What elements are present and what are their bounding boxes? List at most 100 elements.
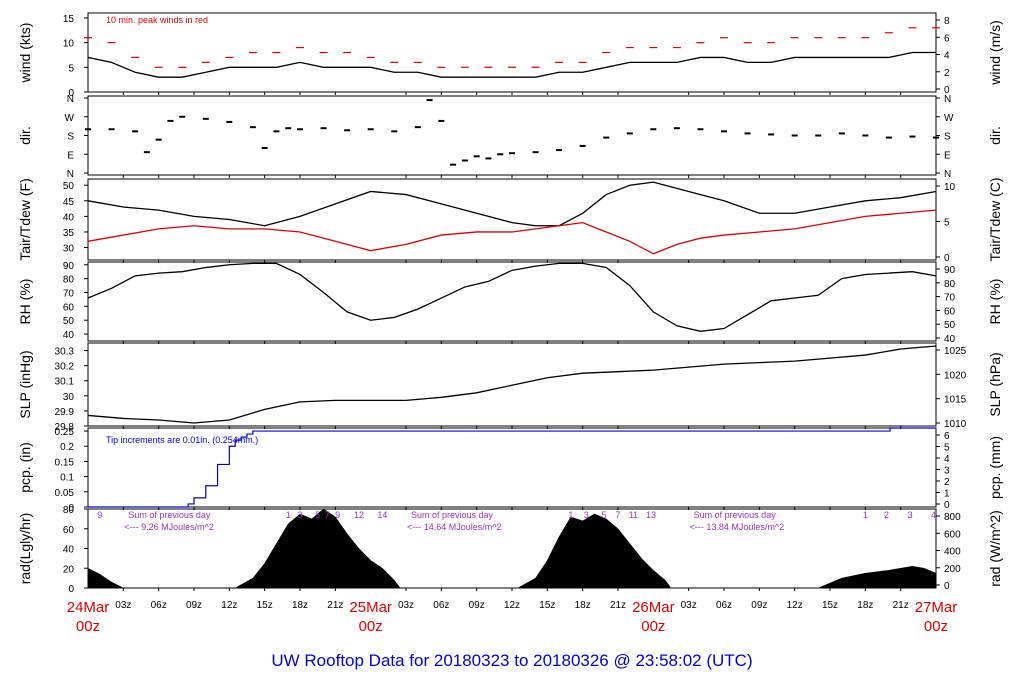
pcp-ytick-label: 0.25	[55, 427, 75, 438]
rad-hour-label: 13	[646, 510, 656, 520]
slp-y2tick-label: 1025	[944, 346, 967, 357]
dir-point	[532, 151, 539, 154]
rad-ytick-label: 40	[63, 545, 75, 556]
dir-ylabel: dir.	[17, 126, 33, 145]
rh-y2tick-label: 50	[944, 320, 956, 331]
dir-point	[249, 126, 256, 129]
pcp-y2tick-label: 3	[944, 466, 950, 477]
dir-point	[226, 120, 233, 123]
dir-point	[85, 128, 91, 131]
dir-y2tick-label: N	[944, 94, 951, 105]
temp-line-1	[87, 209, 937, 255]
slp-y2tick-label: 1010	[944, 419, 967, 430]
pcp-panel: pcp. (in) pcp. (mm)00.050.10.150.20.25012…	[17, 427, 1003, 514]
dir-point	[273, 130, 280, 133]
rh-ytick-label: 60	[63, 302, 75, 313]
dir-point	[438, 119, 445, 122]
temp-y2tick-label: 0	[944, 253, 950, 264]
pcp-ytick-label: 0.15	[55, 457, 75, 468]
pcp-ytick-label: 0.05	[55, 488, 75, 499]
temp-y2tick-label: 5	[944, 218, 950, 229]
dir-point	[344, 129, 351, 132]
dir-point	[885, 136, 892, 139]
rad-y2tick-label: 0	[944, 581, 950, 592]
rad-ytick-label: 20	[63, 564, 75, 575]
pcp-y2tick-label: 4	[944, 454, 950, 465]
temp-ytick-label: 45	[63, 197, 75, 208]
wind-y2tick-label: 8	[944, 16, 950, 27]
pcp-line	[88, 427, 936, 508]
dir-ytick-label: W	[65, 113, 75, 124]
dir-panel: dir. dir.N NW WS SE EN N	[17, 94, 1003, 180]
rh-frame	[87, 261, 937, 342]
time-tick-label: 21z	[610, 600, 626, 611]
wind-y2tick-label: 2	[944, 68, 950, 79]
date-time-label: 00z	[924, 618, 948, 635]
dir-ytick-label: N	[67, 169, 74, 180]
dir-point	[650, 128, 657, 131]
rh-ytick-label: 80	[63, 275, 75, 286]
rad-hour-label: 5	[315, 510, 320, 520]
rad-y2label: rad (W/m^2)	[987, 510, 1003, 587]
rad-sum-value: <--- 13.84 MJoules/m^2	[690, 522, 785, 532]
rad-sum-title: Sum of previous day	[128, 510, 211, 520]
rh-y2tick-label: 40	[944, 334, 956, 345]
rh-ytick-label: 50	[63, 316, 75, 327]
dir-point	[167, 119, 174, 122]
dir-y2tick-label: W	[944, 113, 954, 124]
dir-point	[909, 135, 916, 138]
rad-sum-title: Sum of previous day	[694, 510, 777, 520]
chart-title: UW Rooftop Data for 20180323 to 20180326…	[271, 651, 752, 670]
dir-point	[815, 134, 822, 137]
rad-ytick-label: 80	[63, 505, 75, 516]
dir-point	[202, 117, 209, 120]
slp-frame	[87, 342, 937, 427]
pcp-y2label: pcp. (mm)	[987, 436, 1003, 499]
temp-ylabel: Tair/Tdew (F)	[17, 178, 33, 260]
dir-point	[697, 128, 704, 131]
date-time-label: 00z	[641, 618, 665, 635]
time-tick-label: 09z	[751, 600, 767, 611]
date-label: 26Mar	[632, 599, 675, 616]
dir-point	[367, 128, 374, 131]
dir-point	[556, 149, 563, 152]
dir-point	[673, 127, 680, 130]
pcp-ytick-label: 0.1	[60, 473, 74, 484]
pcp-ylabel: pcp. (in)	[17, 442, 33, 493]
pcp-y2tick-label: 6	[944, 431, 950, 442]
slp-y2tick-label: 1015	[944, 395, 967, 406]
rad-hour-label: 12	[354, 510, 364, 520]
slp-ytick-label: 30.1	[55, 377, 75, 388]
rad-frame	[87, 508, 937, 589]
rh-y2tick-label: 80	[944, 279, 956, 290]
dir-point	[132, 130, 139, 133]
wind-ytick-label: 15	[63, 14, 75, 25]
dir-point	[450, 163, 457, 166]
rad-hour-label: 4	[931, 510, 936, 520]
slp-y2label: SLP (hPa)	[987, 352, 1003, 416]
date-time-label: 00z	[359, 618, 383, 635]
time-tick-label: 03z	[398, 600, 414, 611]
dir-point	[721, 130, 727, 133]
dir-point	[473, 155, 480, 158]
time-tick-label: 03z	[681, 600, 697, 611]
temp-y2tick-label: 10	[944, 182, 956, 193]
dir-point	[391, 130, 398, 133]
dir-point	[297, 128, 303, 131]
temp-ytick-label: 30	[63, 244, 75, 255]
wind-ylabel: wind (kts)	[17, 23, 33, 84]
rad-hour-label: 1	[568, 510, 573, 520]
date-label: 24Mar	[67, 599, 110, 616]
dir-y2tick-label: E	[944, 150, 951, 161]
dir-point	[485, 157, 492, 160]
wind-y2tick-label: 6	[944, 33, 950, 44]
slp-panel: SLP (inHg) SLP (hPa) 29.8 29.9 30 30.1 30.2 30.…	[17, 342, 1003, 433]
dir-point	[603, 136, 610, 139]
dir-y2tick-label: S	[944, 132, 951, 143]
time-tick-label: 18z	[857, 600, 873, 611]
slp-ytick-label: 29.9	[55, 407, 75, 418]
dir-point	[285, 127, 292, 130]
rad-sum-value: <--- 9.26 MJoules/m^2	[124, 522, 214, 532]
rad-sum-title: Sum of previous day	[411, 510, 494, 520]
pcp-tip-note: Tip increments are 0.01in. (0.254mm.)	[106, 435, 258, 445]
